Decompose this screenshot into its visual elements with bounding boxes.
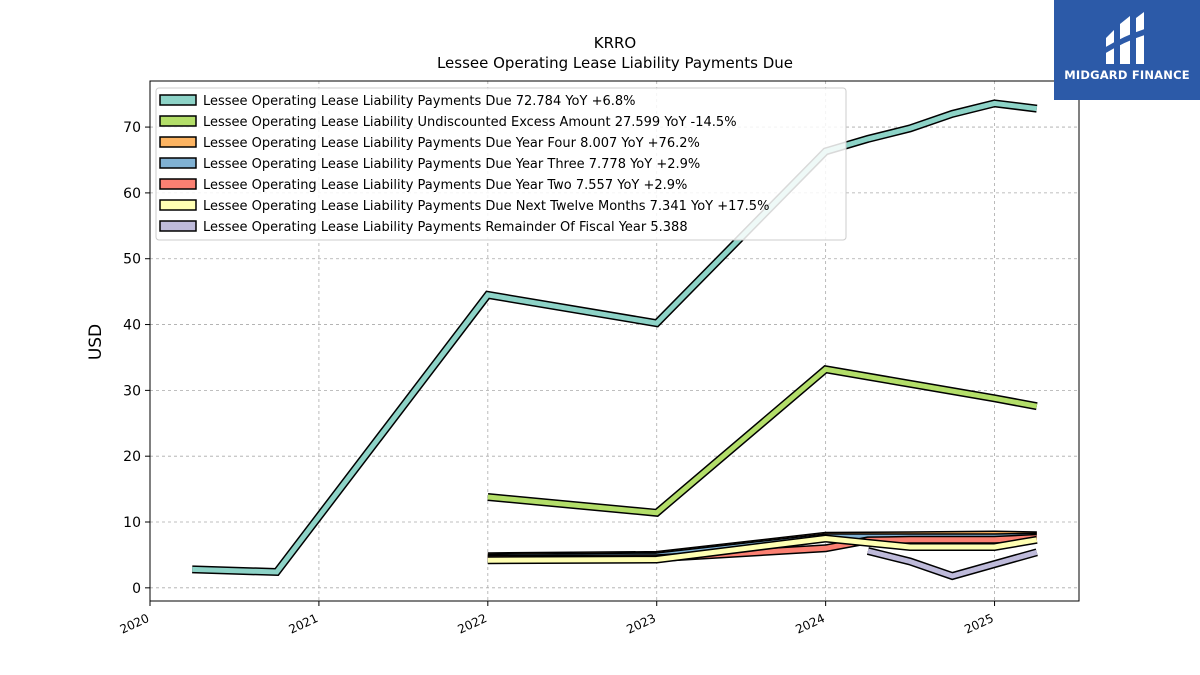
legend-label: Lessee Operating Lease Liability Payment… xyxy=(203,157,700,172)
legend-swatch xyxy=(159,94,197,106)
series-line xyxy=(192,100,1038,575)
series-line xyxy=(487,366,1038,516)
logo-mark-icon xyxy=(1104,12,1148,64)
legend-swatch xyxy=(159,220,197,232)
y-tick-label: 30 xyxy=(123,383,141,399)
x-tick-label: 2024 xyxy=(793,611,827,637)
legend-label: Lessee Operating Lease Liability Payment… xyxy=(203,94,636,109)
legend-swatch xyxy=(159,136,197,148)
y-tick-label: 70 xyxy=(123,120,141,136)
x-tick-label: 2025 xyxy=(962,611,996,637)
x-tick-label: 2023 xyxy=(624,611,658,637)
y-tick-label: 60 xyxy=(123,186,141,202)
series-line xyxy=(487,535,1038,563)
legend-label: Lessee Operating Lease Liability Payment… xyxy=(203,136,700,151)
series-lines xyxy=(192,99,1038,581)
legend-swatch xyxy=(159,178,197,190)
y-tick-label: 50 xyxy=(123,252,141,268)
brand-name: MIDGARD FINANCE xyxy=(1064,68,1190,82)
y-tick-label: 10 xyxy=(123,515,141,531)
series-line xyxy=(867,548,1038,579)
plot-frame xyxy=(149,80,1080,602)
legend-label: Lessee Operating Lease Liability Payment… xyxy=(203,199,769,214)
y-tick-label: 20 xyxy=(123,449,141,465)
legend-label: Lessee Operating Lease Liability Undisco… xyxy=(203,115,737,130)
chart-subtitle: Lessee Operating Lease Liability Payment… xyxy=(437,54,793,72)
legend-swatch xyxy=(159,199,197,211)
chart-title: KRRO xyxy=(594,34,637,52)
legend: Lessee Operating Lease Liability Payment… xyxy=(155,87,847,241)
legend-label: Lessee Operating Lease Liability Payment… xyxy=(203,178,687,193)
legend-swatch xyxy=(159,115,197,127)
y-tick-label: 0 xyxy=(132,581,141,597)
y-axis-label: USD xyxy=(86,324,106,360)
x-tick-label: 2021 xyxy=(287,611,321,637)
legend-box xyxy=(155,87,847,241)
brand-logo: MIDGARD FINANCE xyxy=(1054,0,1200,100)
legend-label: Lessee Operating Lease Liability Payment… xyxy=(203,220,688,235)
x-tick-label: 2022 xyxy=(455,611,489,637)
y-tick-label: 40 xyxy=(123,318,141,334)
legend-swatch xyxy=(159,157,197,169)
x-tick-label: 2020 xyxy=(118,611,152,637)
